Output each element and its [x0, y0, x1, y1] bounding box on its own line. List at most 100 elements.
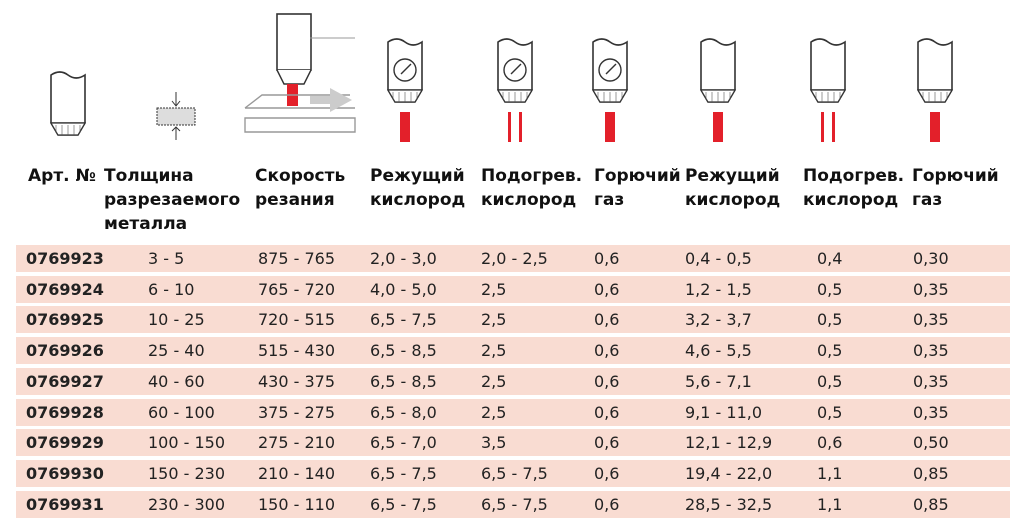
header-text: кислород — [481, 190, 577, 210]
oxygen-stream — [400, 112, 410, 142]
cell: 25 - 40 — [148, 341, 205, 361]
cell: 0,6 — [594, 249, 620, 268]
cell: 0,5 — [817, 279, 843, 299]
cell: 515 - 430 — [258, 341, 336, 361]
cell: 3,5 — [481, 433, 507, 453]
cell: 0769930 — [26, 463, 104, 483]
header-text: Подогрев. — [803, 166, 905, 186]
header-text: газ — [594, 190, 625, 210]
cell: 1,2 - 1,5 — [685, 279, 752, 299]
cell: 0,85 — [913, 463, 949, 483]
icons — [50, 13, 953, 142]
row-band — [16, 337, 1010, 365]
cell: 1,1 — [817, 494, 843, 514]
row-band — [16, 245, 1010, 272]
thickness-icon — [156, 92, 196, 140]
header-text: Толщина — [104, 166, 194, 186]
row-band — [16, 429, 1010, 457]
cell: 0,35 — [913, 371, 949, 391]
header-text: Горючий — [594, 166, 681, 186]
header-text: Горючий — [912, 166, 999, 186]
cell: 210 - 140 — [258, 463, 336, 483]
cell: 0769931 — [26, 494, 104, 514]
header-text: кислород — [370, 190, 466, 210]
cell: 230 - 300 — [148, 494, 226, 514]
cell: 0,4 — [817, 249, 843, 268]
header-text: металла — [104, 214, 188, 234]
cell: 0,5 — [817, 371, 843, 391]
cell: 0,6 — [594, 433, 620, 453]
cell: 6,5 - 8,5 — [370, 341, 437, 361]
cell: 765 - 720 — [258, 279, 336, 299]
cell: 2,5 — [481, 341, 507, 361]
cell: 12,1 - 12,9 — [685, 433, 773, 453]
cell: 4,6 - 5,5 — [685, 341, 752, 361]
header-text: Подогрев. — [481, 166, 583, 186]
row-band — [16, 459, 1010, 487]
header-text: кислород — [803, 190, 899, 210]
cell: 2,0 - 2,5 — [481, 249, 548, 268]
cell: 3 - 5 — [148, 249, 185, 268]
cell: 0,30 — [913, 249, 949, 268]
cell: 0,6 — [594, 371, 620, 391]
cell: 0769926 — [26, 341, 104, 361]
cell: 0,50 — [913, 433, 949, 453]
cell: 0,5 — [817, 310, 843, 330]
cell: 0769923 — [26, 249, 104, 268]
cell: 150 - 110 — [258, 494, 336, 514]
cell: 6,5 - 7,5 — [370, 310, 437, 330]
cell: 0,4 - 0,5 — [685, 249, 752, 268]
cell: 1,1 — [817, 463, 843, 483]
row-band — [16, 306, 1010, 334]
cell: 6,5 - 7,5 — [481, 463, 548, 483]
cell: 0,35 — [913, 402, 949, 422]
row-band — [16, 367, 1010, 395]
cell: 720 - 515 — [258, 310, 336, 330]
cell: 0,35 — [913, 310, 949, 330]
cell: 2,0 - 3,0 — [370, 249, 437, 268]
cell: 375 - 275 — [258, 402, 336, 422]
row-band — [16, 398, 1010, 426]
header-text: Режущий — [685, 166, 780, 186]
cell: 19,4 - 22,0 — [685, 463, 773, 483]
speed-icon — [244, 13, 356, 133]
cell: 10 - 25 — [148, 310, 205, 330]
cell: 60 - 100 — [148, 402, 215, 422]
cell: 0,6 — [594, 341, 620, 361]
cell: 9,1 - 11,0 — [685, 402, 763, 422]
torch-icon — [50, 71, 86, 136]
cell: 275 - 210 — [258, 433, 336, 453]
cell: 2,5 — [481, 279, 507, 299]
cell: 40 - 60 — [148, 371, 205, 391]
header-text: кислород — [685, 190, 781, 210]
header-text: разрезаемого — [104, 190, 241, 210]
cell: 6,5 - 7,5 — [370, 463, 437, 483]
cell: 6,5 - 7,5 — [481, 494, 548, 514]
cell: 430 - 375 — [258, 371, 336, 391]
cell: 5,6 - 7,1 — [685, 371, 752, 391]
header-text: Режущий — [370, 166, 465, 186]
cell: 0769924 — [26, 279, 104, 299]
cell: 0769925 — [26, 310, 104, 330]
cell: 6,5 - 8,5 — [370, 371, 437, 391]
cell: 6,5 - 8,0 — [370, 402, 437, 422]
cell: 6 - 10 — [148, 279, 195, 299]
row-band — [16, 490, 1010, 518]
cell: 0,6 — [817, 433, 843, 453]
cell: 6,5 - 7,0 — [370, 433, 437, 453]
cell: 0769929 — [26, 433, 104, 453]
cell: 3,2 - 3,7 — [685, 310, 752, 330]
cell: 0,6 — [594, 494, 620, 514]
cell: 150 - 230 — [148, 463, 226, 483]
cell: 2,5 — [481, 402, 507, 422]
cell: 2,5 — [481, 310, 507, 330]
cell: 875 - 765 — [258, 249, 336, 268]
cell: 0,35 — [913, 279, 949, 299]
header-text: резания — [255, 190, 335, 210]
header-text: Скорость — [255, 166, 346, 186]
cell: 0,5 — [817, 402, 843, 422]
row-band — [16, 275, 1010, 303]
cell: 0,85 — [913, 494, 949, 514]
cell: 0,6 — [594, 463, 620, 483]
